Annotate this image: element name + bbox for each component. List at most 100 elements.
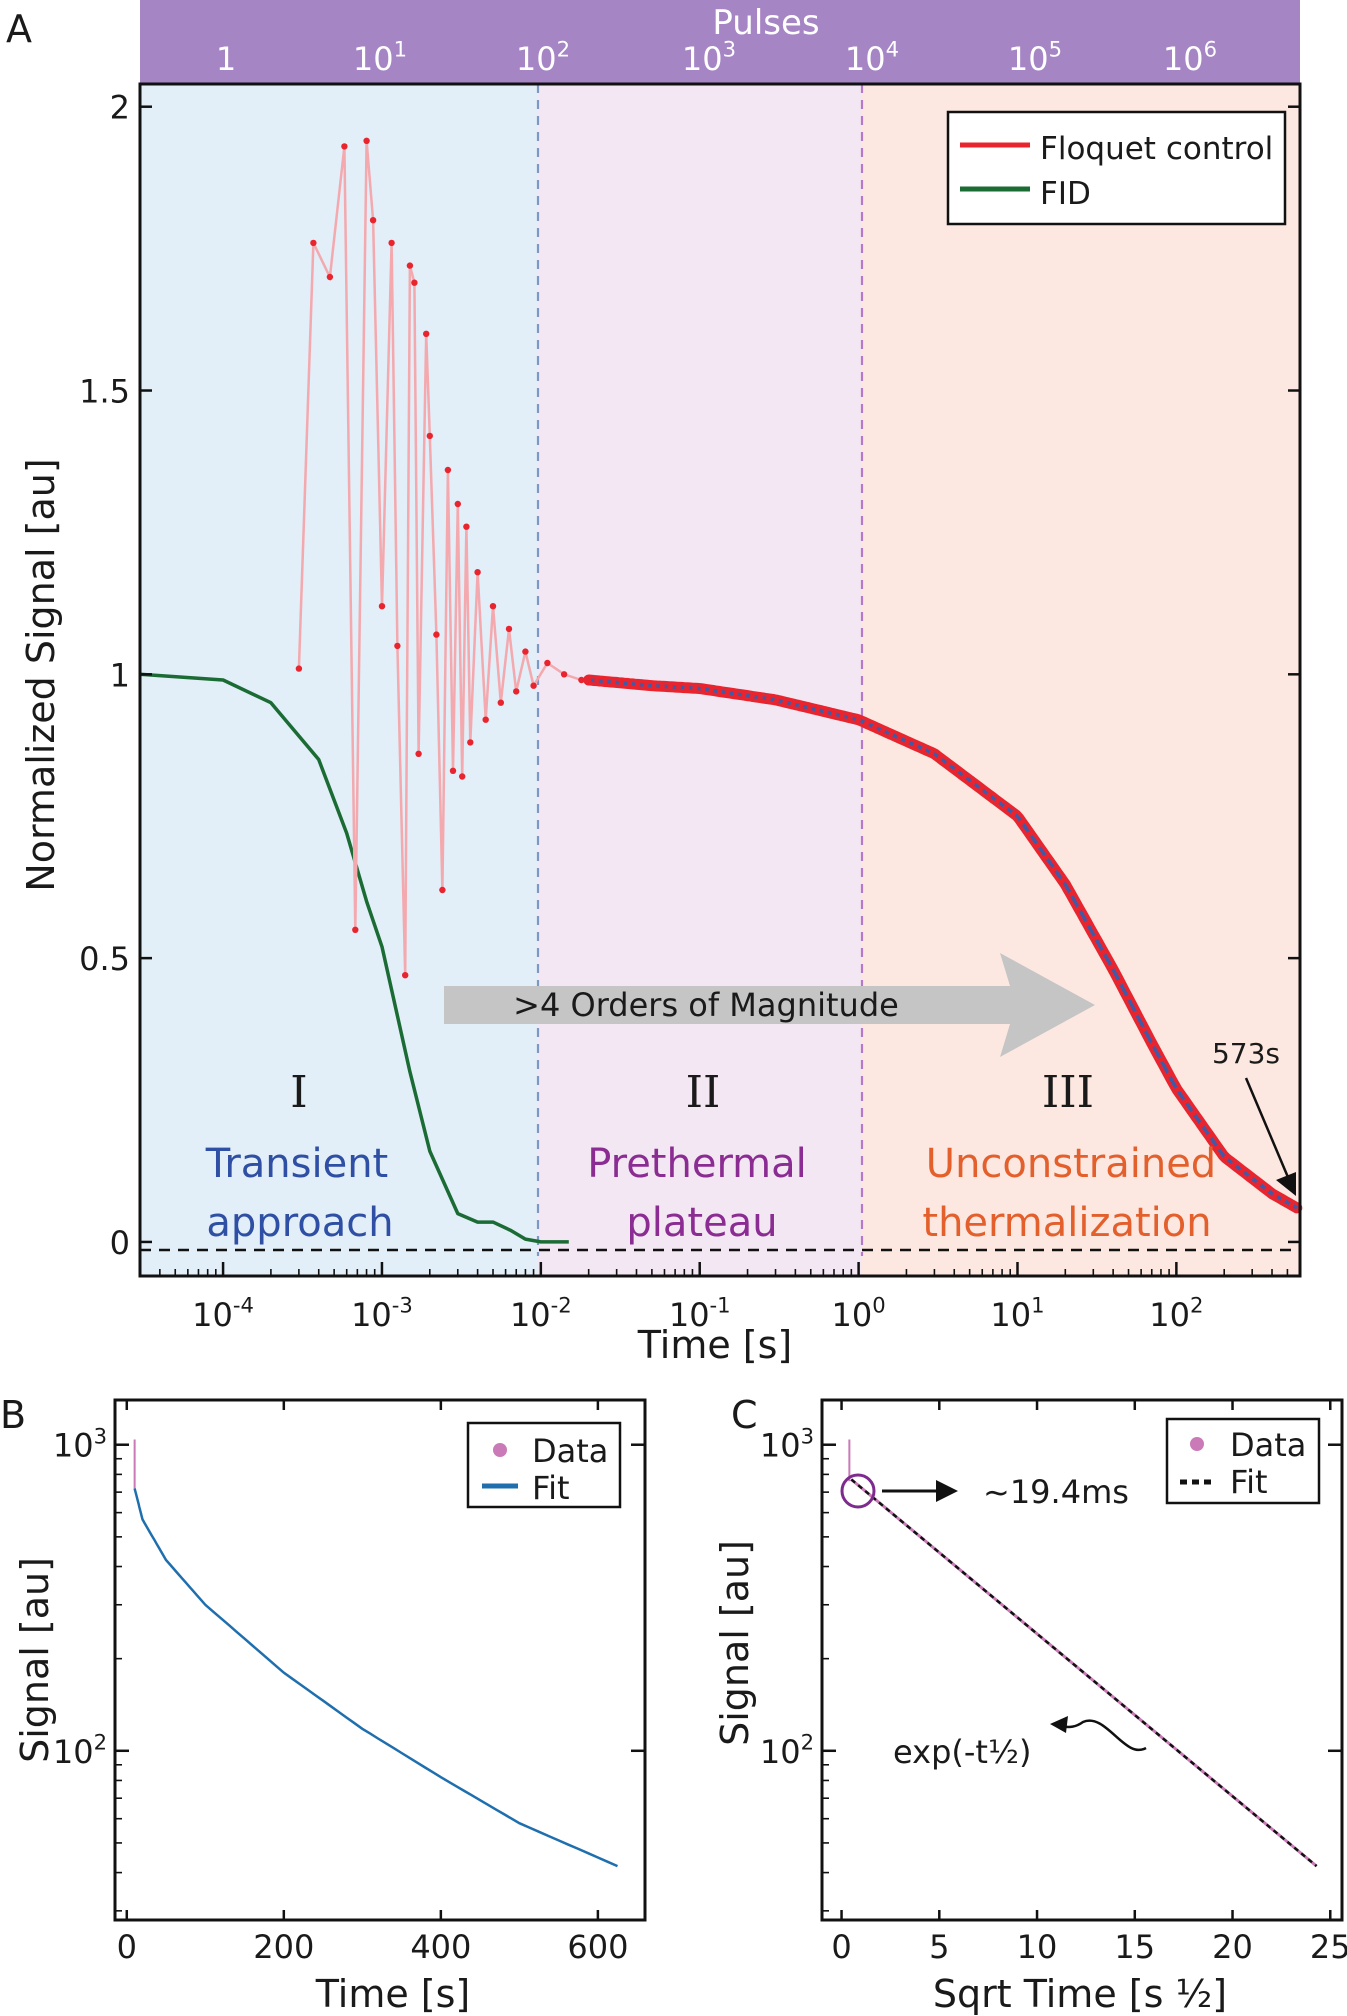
floquet-decay-point — [1158, 1057, 1164, 1063]
pulses-tick-label: 102 — [516, 37, 570, 78]
floquet-transient-point — [433, 631, 440, 638]
floquet-series — [295, 137, 1303, 1214]
floquet-decay-point — [1272, 1192, 1278, 1198]
legend-b: Data Fit — [466, 1421, 622, 1509]
plot-frame-b — [113, 1398, 647, 1922]
floquet-decay-point — [921, 746, 927, 752]
floquet-decay-point — [839, 713, 845, 719]
floquet-transient-point — [474, 569, 481, 576]
y-tick-label: 0 — [110, 1224, 130, 1262]
floquet-transient-point — [463, 523, 470, 530]
y-tick-label: 0.5 — [79, 940, 130, 978]
floquet-decay-point — [1264, 1187, 1270, 1193]
floquet-decay-point — [586, 677, 592, 683]
floquet-decay-point — [757, 695, 763, 701]
floquet-decay-point — [1174, 1087, 1180, 1093]
region-iii-label-line1: Unconstrained — [926, 1141, 1216, 1187]
floquet-transient-point — [423, 330, 430, 337]
x-tick-label: 200 — [253, 1928, 314, 1966]
floquet-transient-point — [530, 682, 537, 689]
x-tick-label: 15 — [1114, 1928, 1155, 1966]
floquet-decay-point — [1256, 1180, 1262, 1186]
legend-b-data-swatch — [493, 1443, 507, 1457]
y-tick-label: 102 — [53, 1729, 107, 1770]
floquet-decay-point — [602, 678, 608, 685]
floquet-decay-point — [1247, 1174, 1254, 1180]
floquet-transient-point — [444, 466, 452, 474]
floquet-decay-point — [1190, 1110, 1196, 1116]
panel-c-fit-line — [850, 1478, 1318, 1868]
floquet-transient-point — [411, 279, 418, 286]
floquet-transient-point — [363, 137, 370, 144]
panel-c-series — [848, 1439, 1318, 1868]
pulses-axis-bar — [140, 0, 1300, 84]
legend-fid-label: FID — [1040, 176, 1091, 212]
y-tick-label: 103 — [760, 1423, 814, 1464]
floquet-decay-point — [945, 761, 951, 767]
floquet-decay-point — [782, 699, 788, 705]
legend-c-fit-label: Fit — [1230, 1463, 1268, 1501]
x-axis-ticks-a: 10-4 10-3 10-2 10-1 100 101 102 — [139, 1262, 1301, 1334]
floquet-decay-point — [708, 687, 714, 693]
floquet-decay-point — [1198, 1121, 1205, 1128]
floquet-transient-point — [406, 262, 414, 269]
panel-b-fit-line — [133, 1488, 619, 1868]
floquet-decay-point — [692, 685, 698, 691]
y-tick-label: 2 — [110, 89, 130, 127]
floquet-decay-point — [994, 798, 1000, 804]
panel-c: C 0 5 10 15 20 25 103 102 ~19.4ms exp(-t½) Data… — [713, 1393, 1347, 2016]
floquet-transient-point — [394, 642, 401, 650]
fit-function-arrow — [1059, 1719, 1147, 1752]
floquet-transient-point — [341, 143, 348, 150]
floquet-decay-point — [847, 715, 853, 721]
x-axis-label-c: Sqrt Time [s ½] — [933, 1972, 1227, 2016]
legend-a-box — [946, 110, 1287, 226]
y-tick-label: 103 — [53, 1423, 107, 1464]
pulses-tick-label: 106 — [1163, 37, 1217, 78]
floquet-decay-point — [986, 792, 992, 798]
floquet-decay-point — [1060, 877, 1066, 884]
legend-a: Floquet control FID — [946, 110, 1287, 226]
x-tick-label: 10-4 — [192, 1293, 254, 1334]
region-ii-numeral: II — [686, 1067, 721, 1118]
pulses-tick-label: 101 — [353, 37, 407, 78]
floquet-transient-point — [388, 239, 395, 247]
orders-of-magnitude-arrow — [444, 953, 1095, 1057]
floquet-decay-point — [1166, 1072, 1172, 1078]
pulses-tick-label: 103 — [682, 37, 736, 78]
floquet-decay-point — [1100, 949, 1106, 955]
floquet-decay-point — [912, 742, 919, 748]
floquet-decay-point — [806, 705, 812, 711]
pulses-tick-labels: 1 101 102 103 104 105 106 — [216, 37, 1217, 78]
floquet-transient-point — [544, 659, 551, 667]
floquet-decay-point — [1076, 906, 1082, 912]
x-tick-label: 10 — [1017, 1928, 1058, 1966]
fit-function-label: exp(-t½) — [893, 1733, 1031, 1771]
y-tick-label: 102 — [760, 1729, 814, 1770]
region-ii-label-line2: plateau — [626, 1200, 777, 1246]
floquet-decay-point — [594, 678, 600, 684]
pulses-axis-label: Pulses — [712, 3, 819, 43]
region-ii-label-line1: Prethermal — [587, 1141, 807, 1187]
x-axis-label-b: Time [s] — [315, 1972, 471, 2016]
x-tick-label: 101 — [990, 1293, 1044, 1334]
floquet-decay-point — [1280, 1197, 1286, 1203]
floquet-transient-point — [402, 972, 409, 979]
region-iii-background — [862, 84, 1300, 1276]
y-axis-label-b: Signal [au] — [13, 1557, 57, 1763]
legend-b-data-label: Data — [532, 1432, 608, 1470]
legend-c-box — [1165, 1417, 1321, 1505]
region-i-numeral: I — [290, 1067, 307, 1118]
fit-function-arrowhead — [1050, 1716, 1068, 1733]
legend-floquet-label: Floquet control — [1040, 131, 1273, 167]
floquet-transient-point — [369, 217, 377, 224]
floquet-decay-point — [1035, 843, 1041, 849]
floquet-transient-point — [295, 665, 303, 672]
x-tick-label: 400 — [410, 1928, 471, 1966]
floquet-transient-point — [415, 750, 422, 757]
floquet-transient-point — [513, 688, 520, 695]
x-axis-label-a: Time [s] — [637, 1323, 793, 1367]
floquet-decay-point — [863, 720, 870, 726]
legend-c: Data Fit — [1165, 1417, 1321, 1505]
floquet-decay-point — [700, 686, 706, 692]
